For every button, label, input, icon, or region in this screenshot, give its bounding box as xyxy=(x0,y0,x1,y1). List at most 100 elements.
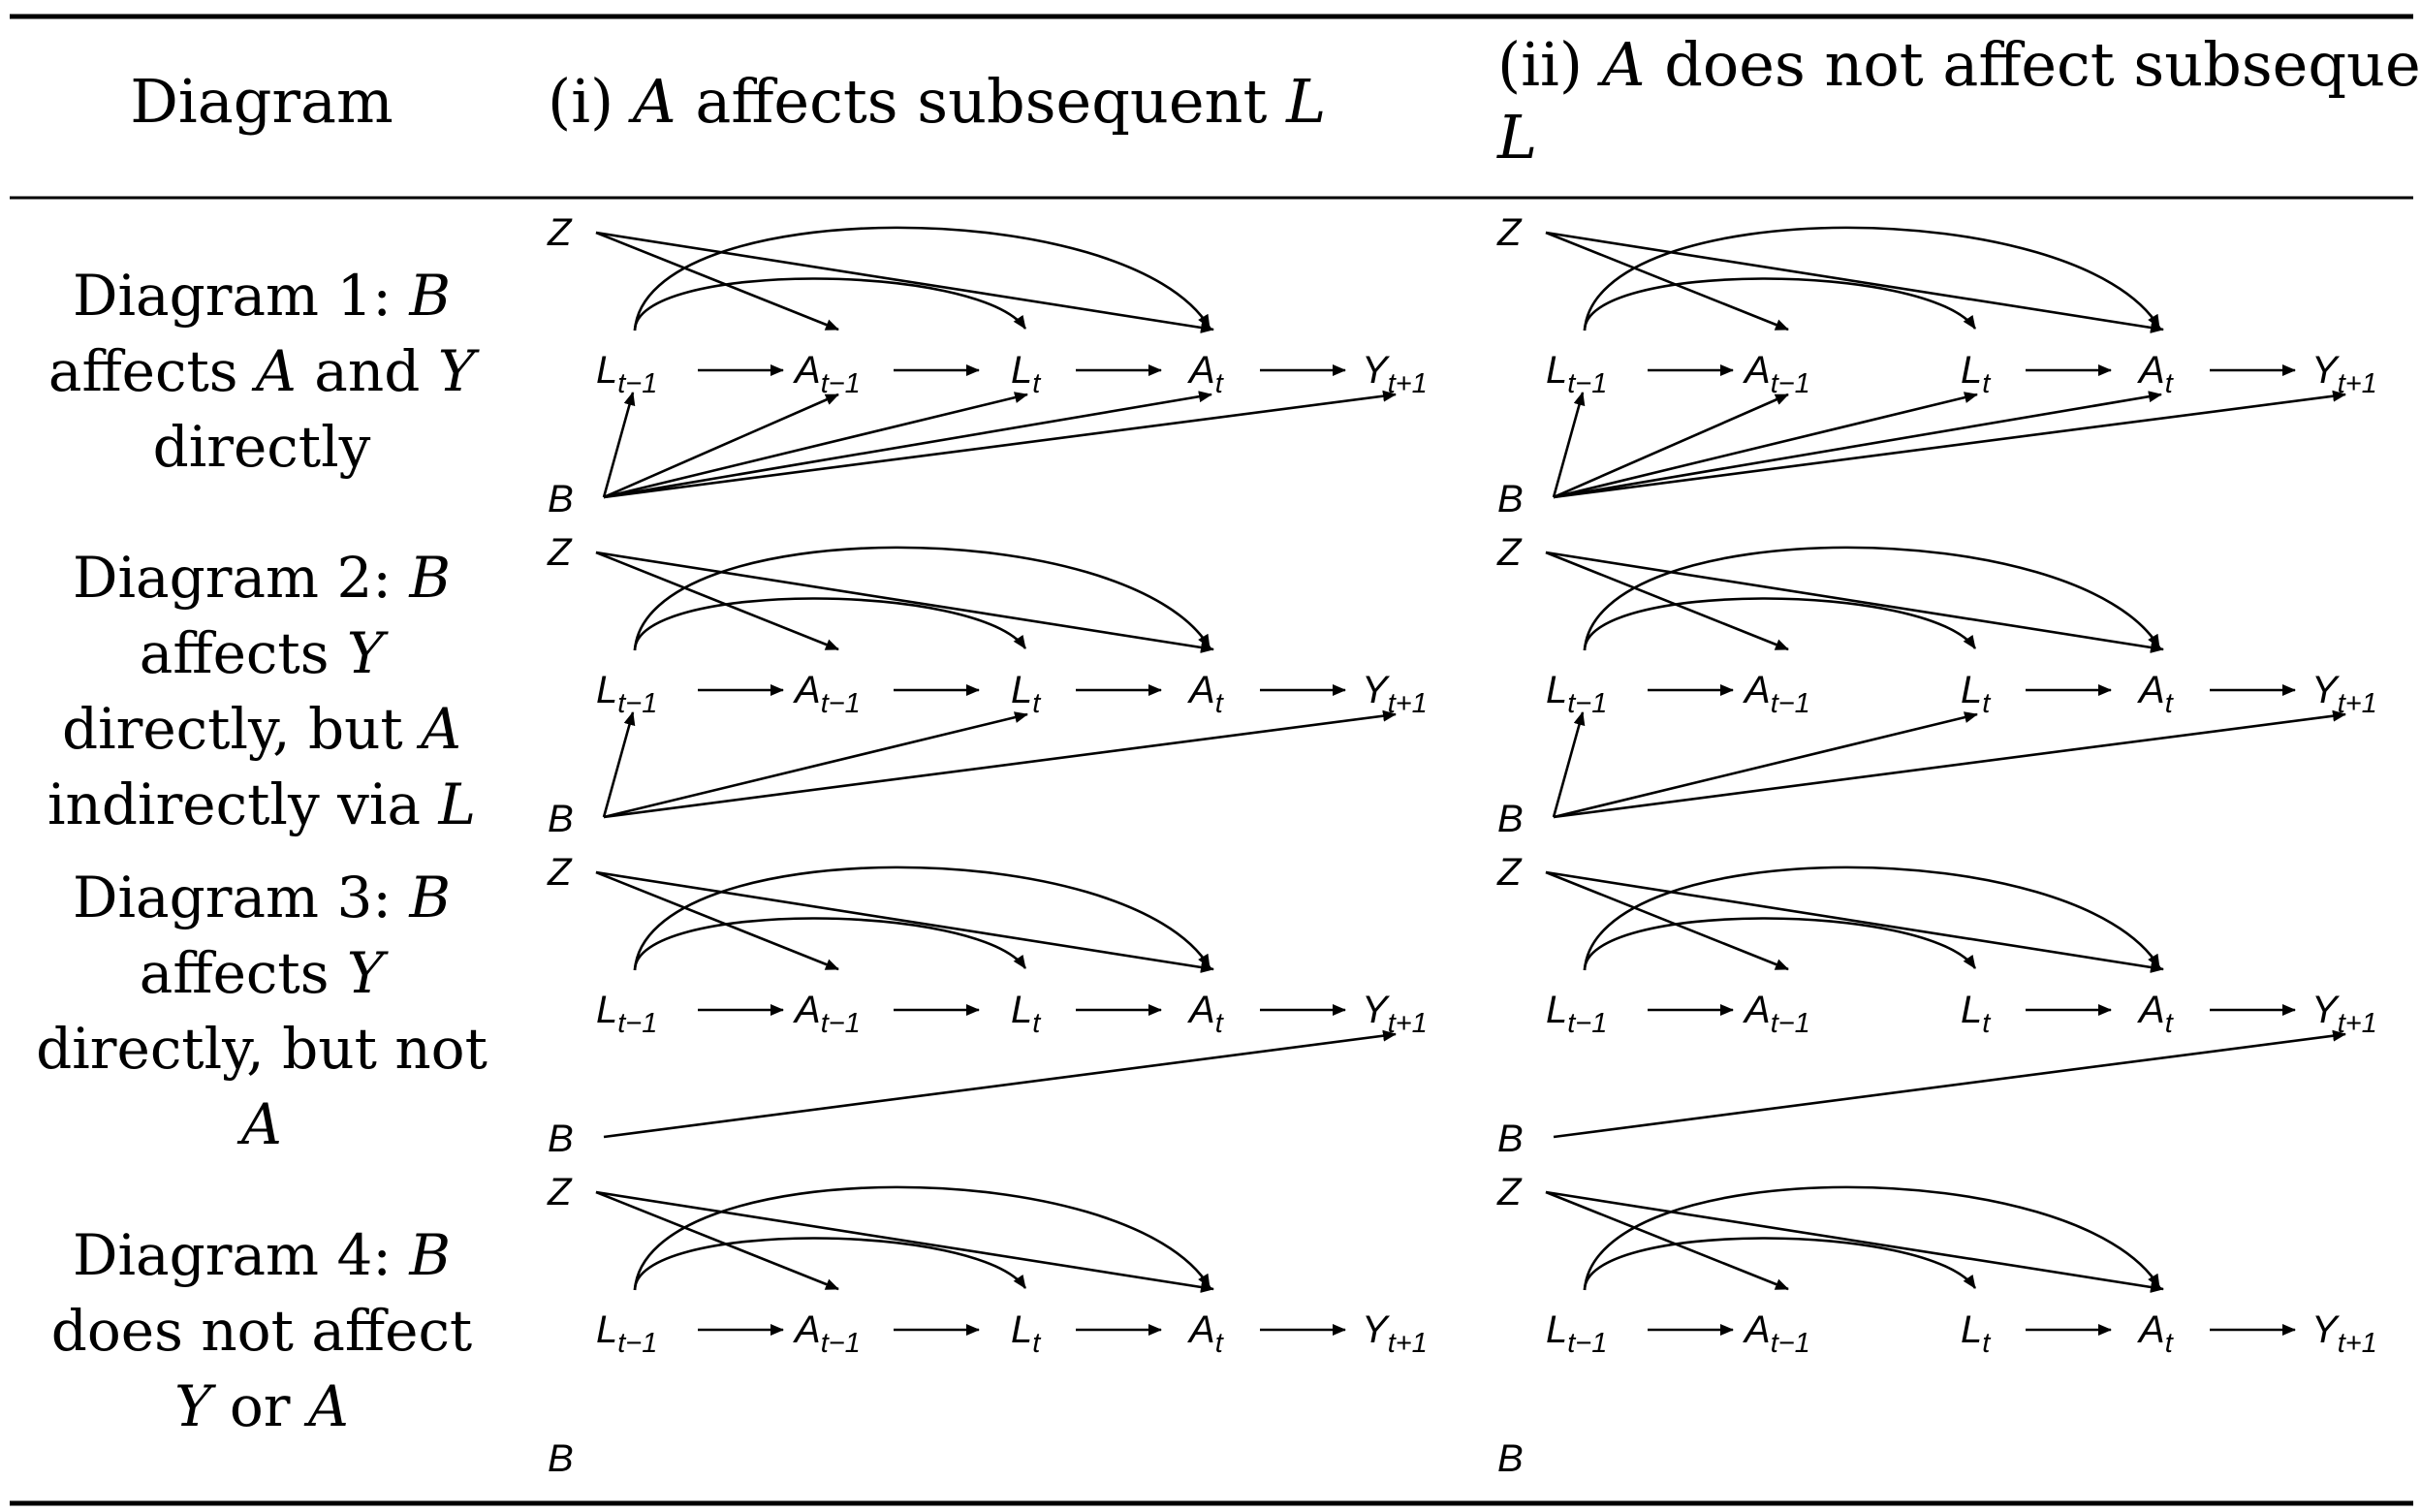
dag-d1-col-ii: Z B Lt−1 At−1 Lt At Yt+1 xyxy=(1496,211,2377,520)
node-z: Z xyxy=(547,211,573,254)
node-l-t: Lt xyxy=(1961,349,1992,399)
node-b: B xyxy=(548,798,574,840)
node-y-t-1: Yt+1 xyxy=(2311,349,2377,399)
edge-b-to-y-t-1 xyxy=(1553,390,2346,499)
edge-l-t-1-to-a-t xyxy=(633,226,1211,331)
row-label-line: does not affect xyxy=(51,1298,473,1364)
edge-z-to-a-t-1 xyxy=(1545,231,1789,331)
node-z: Z xyxy=(547,1171,573,1213)
node-l-t-1: Lt−1 xyxy=(1546,669,1607,719)
edge-l-t-1-to-l-t xyxy=(633,917,1027,971)
dag-d4-col-ii: Z B Lt−1 At−1 Lt At Yt+1 xyxy=(1496,1171,2377,1480)
edge-l-t-1-to-a-t xyxy=(1583,546,2161,651)
edge-z-to-a-t-1 xyxy=(595,870,839,971)
edge-z-to-a-t xyxy=(1545,1190,2164,1293)
header-col-ii-line2: L xyxy=(1496,102,1537,173)
node-z: Z xyxy=(547,851,573,894)
node-a-t: At xyxy=(2137,669,2175,719)
table-header: Diagram (i) A affects subsequent L (ii) … xyxy=(130,29,2421,173)
edge-l-t-1-to-a-t xyxy=(1583,866,2161,971)
dag-d1-col-i: Z B Lt−1 At−1 Lt At Yt+1 xyxy=(547,211,1428,520)
edge-b-to-l-t xyxy=(1553,392,1978,499)
header-diagram: Diagram xyxy=(130,66,393,137)
table-row-d1: Diagram 1: B affects A and Y directly Z B Lt−… xyxy=(48,211,2377,520)
node-l-t: Lt xyxy=(1011,349,1042,399)
node-l-t-1: Lt−1 xyxy=(596,349,657,399)
row-label-line: A xyxy=(236,1091,282,1157)
table-row-d3: Diagram 3: B affects Y directly, but not A Z… xyxy=(36,851,2377,1160)
table-row-d4: Diagram 4: B does not affect Y or A Z B Lt−1 A… xyxy=(51,1171,2377,1480)
edge-l-t-1-to-a-t xyxy=(1583,1185,2161,1291)
node-a-t: At xyxy=(1187,1308,1225,1359)
node-l-t-1: Lt−1 xyxy=(596,989,657,1039)
row-label-line: directly, but A xyxy=(62,696,461,762)
header-col-ii: (ii) A does not affect subsequent xyxy=(1497,29,2421,100)
edge-z-to-a-t xyxy=(1545,551,2164,653)
header-col-i: (i) A affects subsequent L xyxy=(548,66,1326,137)
table-row-d2: Diagram 2: B affects Y directly, but A indi… xyxy=(47,531,2377,840)
node-b: B xyxy=(1497,478,1524,520)
node-b: B xyxy=(1497,798,1524,840)
node-y-t-1: Yt+1 xyxy=(1362,989,1428,1039)
row-label-line: affects Y xyxy=(140,620,389,686)
node-y-t-1: Yt+1 xyxy=(1362,1308,1428,1359)
row-label-line: Y or A xyxy=(174,1373,349,1439)
node-b: B xyxy=(548,1118,574,1160)
row-label-line: Diagram 4: B xyxy=(73,1222,451,1288)
edge-l-t-1-to-l-t xyxy=(1583,1237,1977,1291)
node-a-t-1: At−1 xyxy=(1743,349,1810,399)
row-label-line: Diagram 2: B xyxy=(73,545,451,611)
node-z: Z xyxy=(1496,851,1523,894)
node-b: B xyxy=(548,1437,574,1480)
node-l-t: Lt xyxy=(1961,1308,1992,1359)
node-y-t-1: Yt+1 xyxy=(2311,1308,2377,1359)
node-y-t-1: Yt+1 xyxy=(1362,669,1428,719)
edge-z-to-a-t xyxy=(595,551,1214,653)
edge-z-to-a-t xyxy=(595,1190,1214,1293)
edge-b-to-y-t-1 xyxy=(603,390,1397,499)
node-a-t: At xyxy=(1187,349,1225,399)
node-a-t-1: At−1 xyxy=(793,1308,861,1359)
node-z: Z xyxy=(1496,1171,1523,1213)
edge-b-to-y-t-1 xyxy=(603,709,1397,819)
edge-l-t-1-to-a-t xyxy=(1583,226,2161,331)
node-a-t: At xyxy=(1187,989,1225,1039)
edge-b-to-y-t-1 xyxy=(1553,709,2346,819)
edge-b-to-l-t-1 xyxy=(1552,392,1586,498)
edge-z-to-a-t xyxy=(1545,870,2164,973)
edge-b-to-a-t-1 xyxy=(603,393,839,499)
edge-l-t-1-to-l-t xyxy=(633,597,1027,651)
edge-b-to-l-t-1 xyxy=(1552,711,1586,818)
node-y-t-1: Yt+1 xyxy=(2311,669,2377,719)
node-b: B xyxy=(1497,1437,1524,1480)
node-a-t: At xyxy=(1187,669,1225,719)
edge-b-to-l-t-1 xyxy=(602,711,636,818)
node-a-t-1: At−1 xyxy=(793,349,861,399)
row-label-line: directly, but not xyxy=(36,1016,487,1082)
edge-l-t-1-to-a-t xyxy=(633,866,1211,971)
node-l-t: Lt xyxy=(1011,669,1042,719)
node-l-t-1: Lt−1 xyxy=(596,1308,657,1359)
dag-d2-col-i: Z B Lt−1 At−1 Lt At Yt+1 xyxy=(547,531,1428,840)
edge-z-to-a-t-1 xyxy=(1545,1190,1789,1291)
node-l-t: Lt xyxy=(1011,989,1042,1039)
row-label: Diagram 3: B affects Y directly, but not A xyxy=(36,865,487,1157)
edge-l-t-1-to-l-t xyxy=(633,277,1027,331)
edge-z-to-a-t-1 xyxy=(1545,551,1789,651)
edge-b-to-a-t-1 xyxy=(1553,393,1789,499)
edge-z-to-a-t-1 xyxy=(595,1190,839,1291)
edge-z-to-a-t-1 xyxy=(1545,870,1789,971)
node-l-t: Lt xyxy=(1961,989,1992,1039)
node-a-t-1: At−1 xyxy=(1743,989,1810,1039)
node-l-t-1: Lt−1 xyxy=(1546,349,1607,399)
dag-d4-col-i: Z B Lt−1 At−1 Lt At Yt+1 xyxy=(547,1171,1428,1480)
node-a-t-1: At−1 xyxy=(793,989,861,1039)
row-label: Diagram 2: B affects Y directly, but A indi… xyxy=(47,545,476,837)
edge-b-to-l-t xyxy=(1553,711,1978,819)
edge-l-t-1-to-l-t xyxy=(1583,917,1977,971)
node-b: B xyxy=(1497,1118,1524,1160)
edge-b-to-a-t xyxy=(1553,391,2162,499)
node-b: B xyxy=(548,478,574,520)
edge-l-t-1-to-l-t xyxy=(1583,597,1977,651)
